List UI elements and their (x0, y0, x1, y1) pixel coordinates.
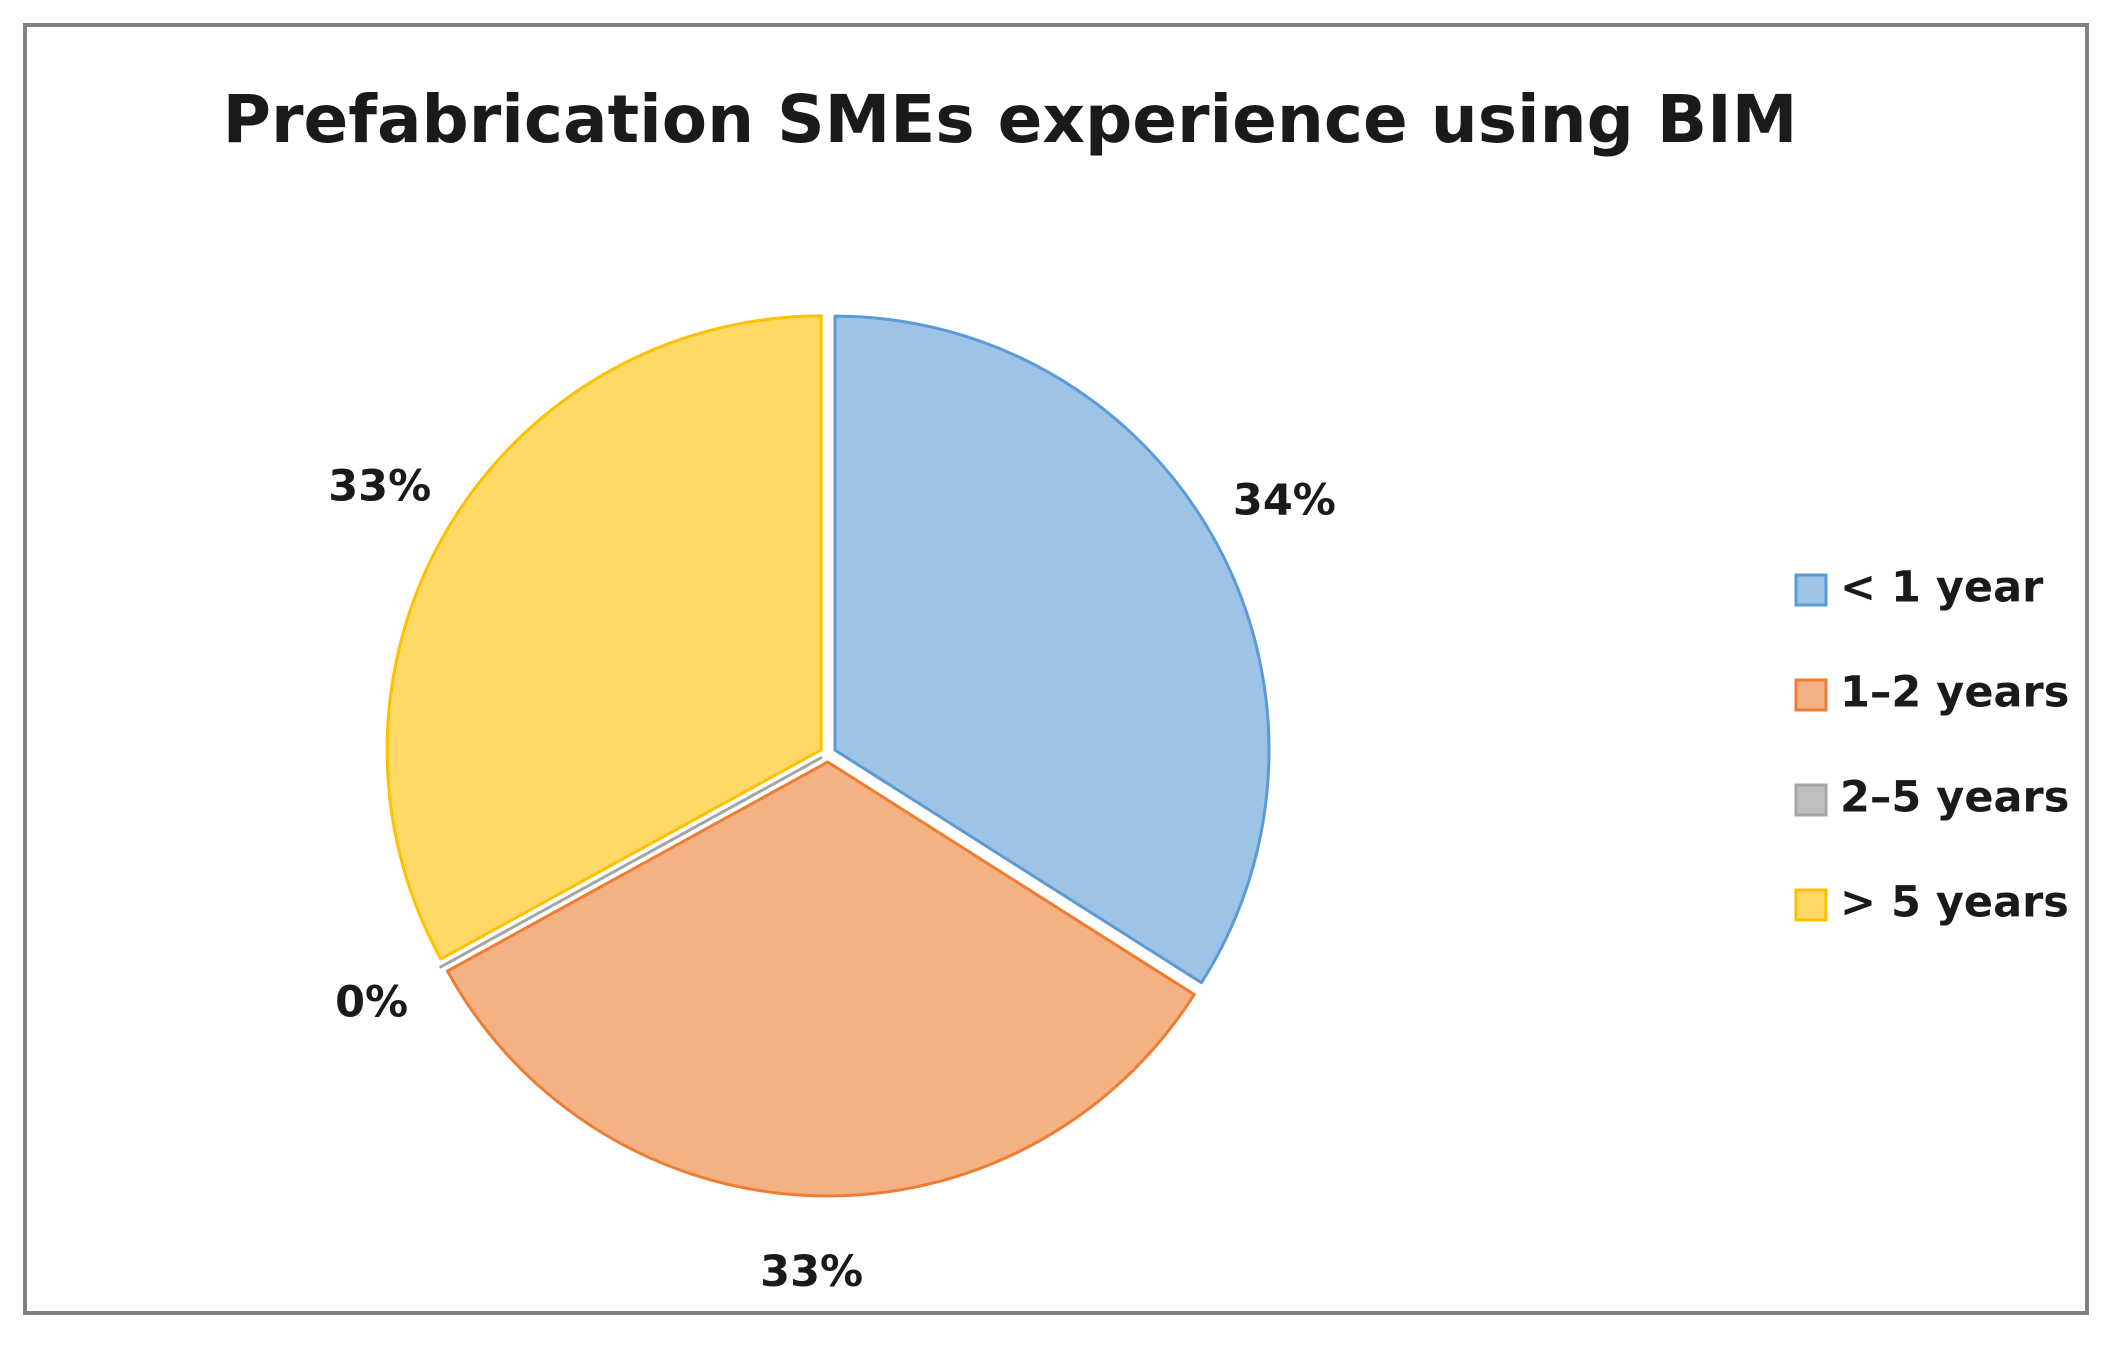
legend-label: < 1 year (1840, 563, 2044, 613)
legend-swatch (1794, 888, 1828, 922)
legend-swatch (1794, 783, 1828, 817)
data-label: 0% (335, 977, 408, 1027)
data-label: 33% (328, 461, 431, 511)
chart-title: Prefabrication SMEs experience using BIM (223, 81, 1798, 158)
pie-slice (439, 756, 823, 969)
pie-slice (445, 760, 1196, 1198)
data-label: 34% (1233, 476, 1336, 526)
legend-label: 1–2 years (1840, 668, 2069, 718)
data-label: 33% (760, 1247, 863, 1297)
legend-swatch (1794, 678, 1828, 712)
legend-label: 2–5 years (1840, 773, 2069, 823)
legend-swatch (1794, 573, 1828, 607)
legend-label: > 5 years (1840, 878, 2069, 928)
pie-slice (385, 314, 823, 961)
pie-slice (833, 314, 1271, 985)
